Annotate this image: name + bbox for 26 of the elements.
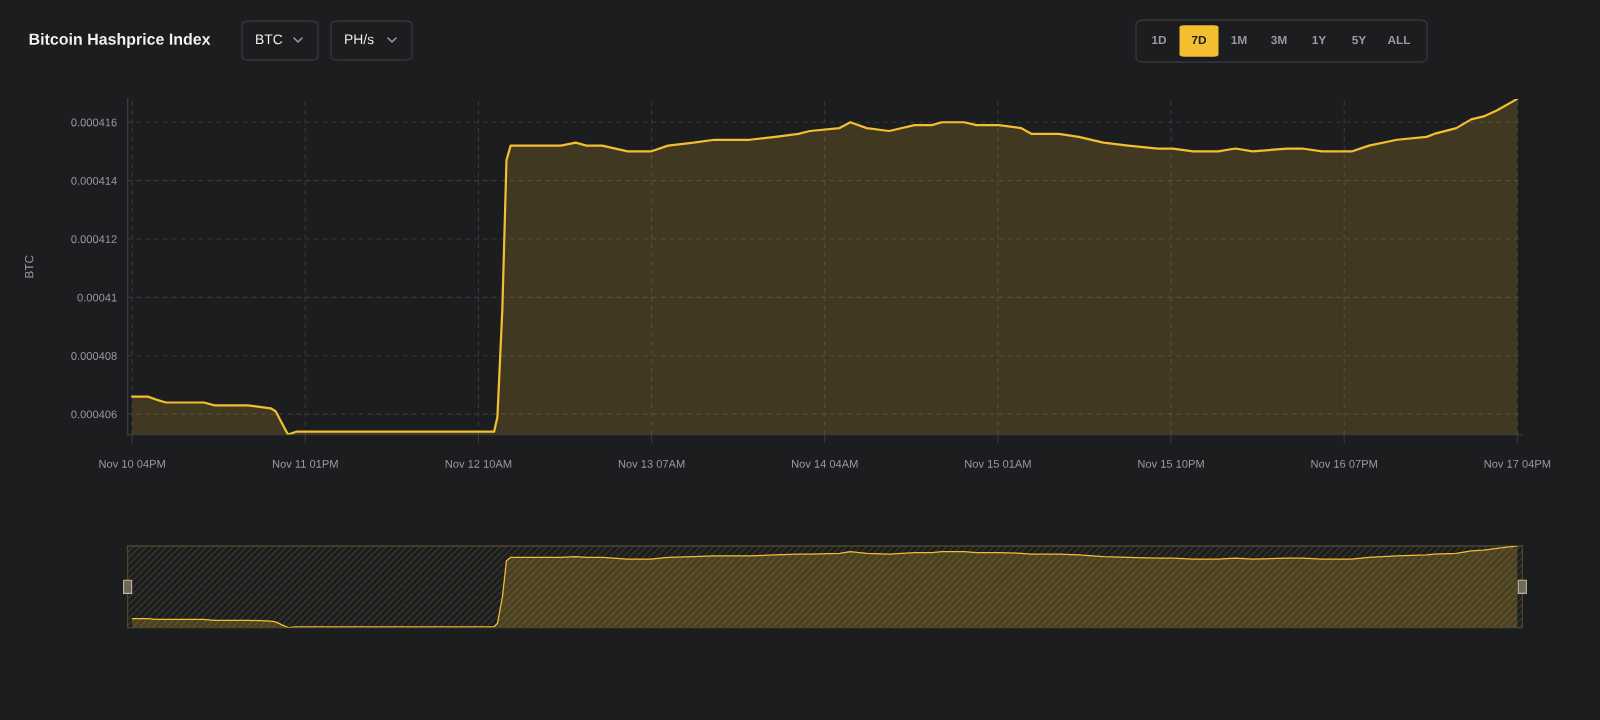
y-tick-label: 0.000408 [71,352,117,360]
text: 3M [1271,35,1287,45]
text: 1M [1231,35,1247,45]
x-tick-label: Nov 16 07PM [1311,459,1377,468]
y-axis-title: BTC [256,34,283,45]
text: PH/s [345,34,374,45]
x-tick-label: Nov 10 04PM [99,459,165,468]
text: ALL [1387,35,1411,45]
text: 5Y [1352,35,1367,45]
x-tick-label: Nov 15 10PM [1138,459,1204,468]
text: 7D [1191,35,1207,45]
x-tick-label: Nov 11 01PM [272,459,338,468]
y-tick-label: 0.000406 [71,410,117,419]
x-tick-label: Nov 14 04AM [792,459,858,468]
y-tick-label: 0.00041 [77,293,117,302]
x-tick-label: Nov 13 07AM [618,459,685,468]
text: BTC [25,255,34,278]
x-tick-label: Nov 17 04PM [1484,459,1551,468]
y-tick-label: 0.000412 [71,235,117,244]
x-tick-label: Nov 15 01AM [965,459,1031,468]
y-tick-label: 0.000414 [71,176,117,185]
text: 1Y [1312,35,1327,45]
x-tick-label: Nov 12 10AM [445,459,512,468]
y-tick-label: 0.000416 [71,118,117,127]
chart-title: Bitcoin Hashprice Index [29,33,211,48]
text: 1D [1152,35,1167,45]
